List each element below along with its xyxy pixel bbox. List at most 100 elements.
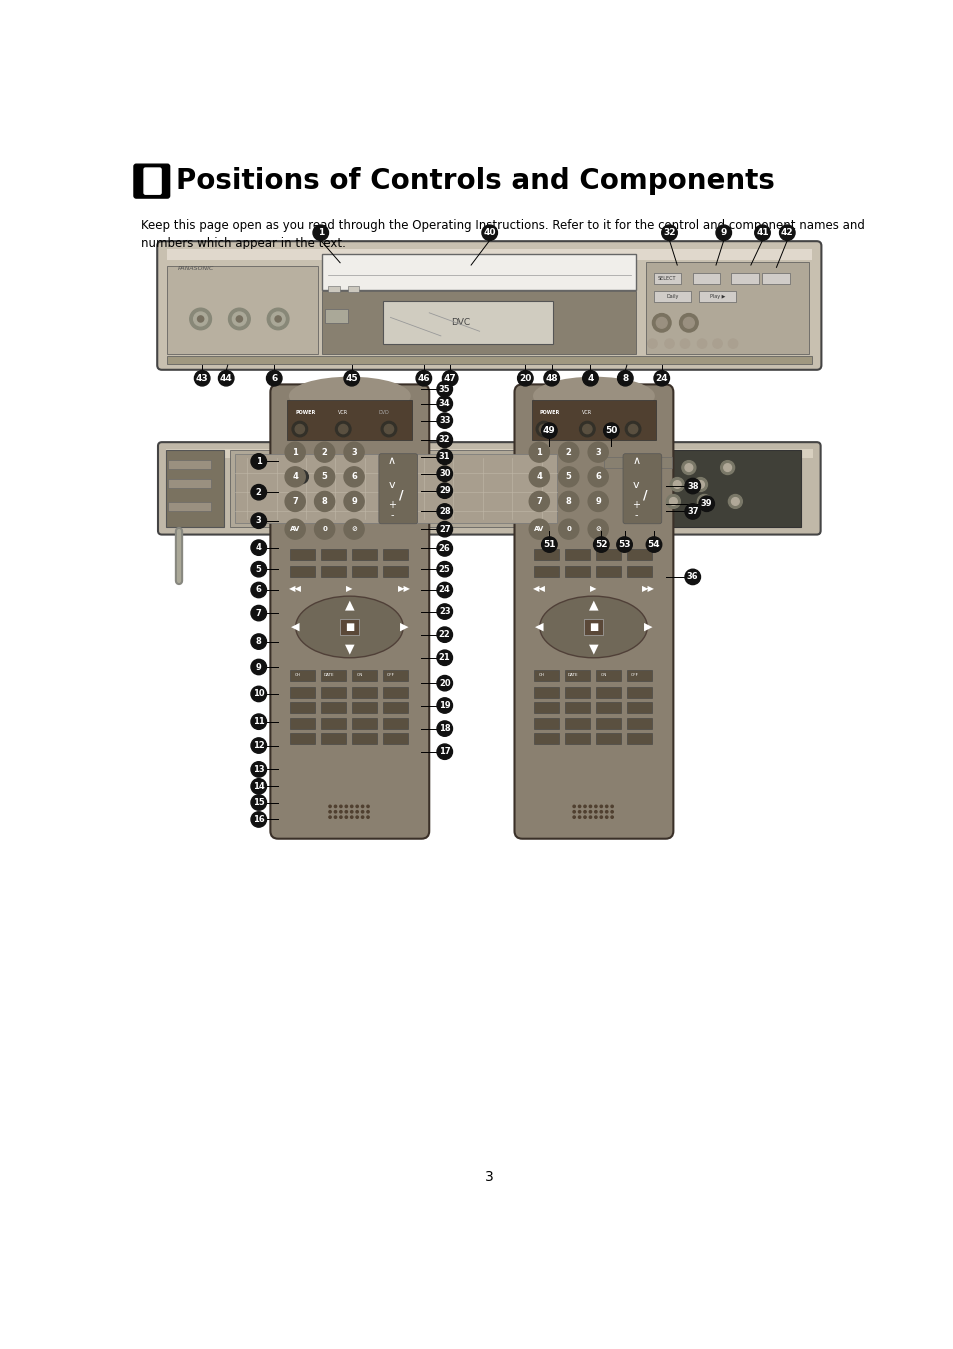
Bar	[287, 399, 412, 440]
Ellipse shape	[295, 596, 403, 658]
Circle shape	[481, 225, 497, 240]
Circle shape	[731, 498, 739, 506]
Text: ▶: ▶	[399, 622, 408, 631]
Circle shape	[670, 478, 683, 491]
Text: ◀: ◀	[535, 622, 543, 631]
Bar	[564, 670, 589, 681]
Circle shape	[251, 812, 266, 827]
Text: 21: 21	[438, 653, 450, 662]
Circle shape	[436, 432, 452, 448]
Bar	[626, 567, 651, 577]
Circle shape	[344, 467, 364, 487]
Circle shape	[779, 225, 794, 240]
Circle shape	[594, 816, 597, 819]
Circle shape	[583, 811, 585, 813]
Circle shape	[251, 795, 266, 811]
Text: OFF: OFF	[630, 673, 638, 677]
Text: 44: 44	[219, 374, 233, 383]
Bar	[654, 272, 680, 285]
Text: 0: 0	[322, 526, 327, 532]
Text: Positions of Controls and Components: Positions of Controls and Components	[175, 167, 774, 196]
Circle shape	[285, 491, 305, 511]
Bar	[534, 670, 558, 681]
Text: 20: 20	[438, 679, 450, 688]
Text: 2: 2	[565, 448, 571, 457]
Circle shape	[436, 720, 452, 737]
Text: 5: 5	[321, 472, 327, 482]
Circle shape	[436, 583, 452, 598]
Text: DATE: DATE	[323, 673, 334, 677]
Text: 37: 37	[686, 507, 698, 515]
Bar	[564, 567, 589, 577]
Text: -: -	[390, 510, 394, 521]
Circle shape	[529, 467, 549, 487]
Circle shape	[361, 816, 363, 819]
Text: 49: 49	[542, 426, 556, 436]
Circle shape	[197, 316, 204, 322]
Circle shape	[610, 805, 613, 808]
Text: 50: 50	[604, 426, 617, 436]
Text: /: /	[398, 488, 403, 500]
Circle shape	[684, 464, 692, 471]
Circle shape	[266, 371, 282, 386]
Circle shape	[267, 308, 289, 329]
Bar	[731, 272, 758, 285]
Circle shape	[593, 537, 608, 552]
Bar	[626, 670, 651, 681]
FancyBboxPatch shape	[622, 453, 661, 523]
Text: 18: 18	[438, 724, 450, 733]
Text: 1: 1	[255, 457, 261, 465]
Text: 14: 14	[253, 782, 264, 791]
Circle shape	[436, 503, 452, 519]
Circle shape	[367, 816, 369, 819]
Bar	[167, 248, 811, 259]
Circle shape	[716, 225, 731, 240]
Circle shape	[656, 317, 666, 328]
Text: 25: 25	[438, 565, 450, 573]
Text: 1: 1	[317, 228, 323, 237]
Bar	[626, 687, 651, 697]
Circle shape	[573, 805, 575, 808]
Circle shape	[436, 522, 452, 537]
Circle shape	[335, 421, 351, 437]
Circle shape	[384, 425, 394, 433]
Circle shape	[579, 421, 595, 437]
Text: OFF: OFF	[386, 673, 395, 677]
Text: v: v	[632, 479, 639, 490]
Circle shape	[605, 816, 607, 819]
Circle shape	[605, 811, 607, 813]
Text: ◀◀: ◀◀	[532, 584, 545, 594]
Text: 1: 1	[292, 448, 297, 457]
Text: 4: 4	[292, 472, 297, 482]
Bar	[352, 734, 376, 745]
Circle shape	[582, 425, 592, 433]
Circle shape	[436, 650, 452, 665]
Text: 8: 8	[565, 496, 571, 506]
Bar	[564, 734, 589, 745]
Circle shape	[436, 697, 452, 714]
Text: +: +	[632, 499, 639, 510]
Bar	[596, 734, 620, 745]
Bar	[382, 567, 407, 577]
Bar	[564, 549, 589, 560]
Bar	[290, 687, 314, 697]
Text: 31: 31	[438, 452, 450, 461]
Circle shape	[416, 371, 431, 386]
Circle shape	[529, 491, 549, 511]
Bar	[324, 309, 348, 322]
Circle shape	[251, 484, 266, 500]
Circle shape	[367, 811, 369, 813]
Circle shape	[541, 537, 557, 552]
Bar	[645, 262, 808, 355]
Text: 6: 6	[595, 472, 600, 482]
Bar	[382, 718, 407, 728]
Bar	[167, 266, 317, 355]
Ellipse shape	[289, 376, 411, 415]
Bar	[166, 449, 812, 459]
Text: ◀: ◀	[291, 622, 299, 631]
Text: 9: 9	[595, 496, 600, 506]
Circle shape	[573, 816, 575, 819]
Circle shape	[436, 676, 452, 691]
Circle shape	[251, 714, 266, 730]
Circle shape	[442, 371, 457, 386]
